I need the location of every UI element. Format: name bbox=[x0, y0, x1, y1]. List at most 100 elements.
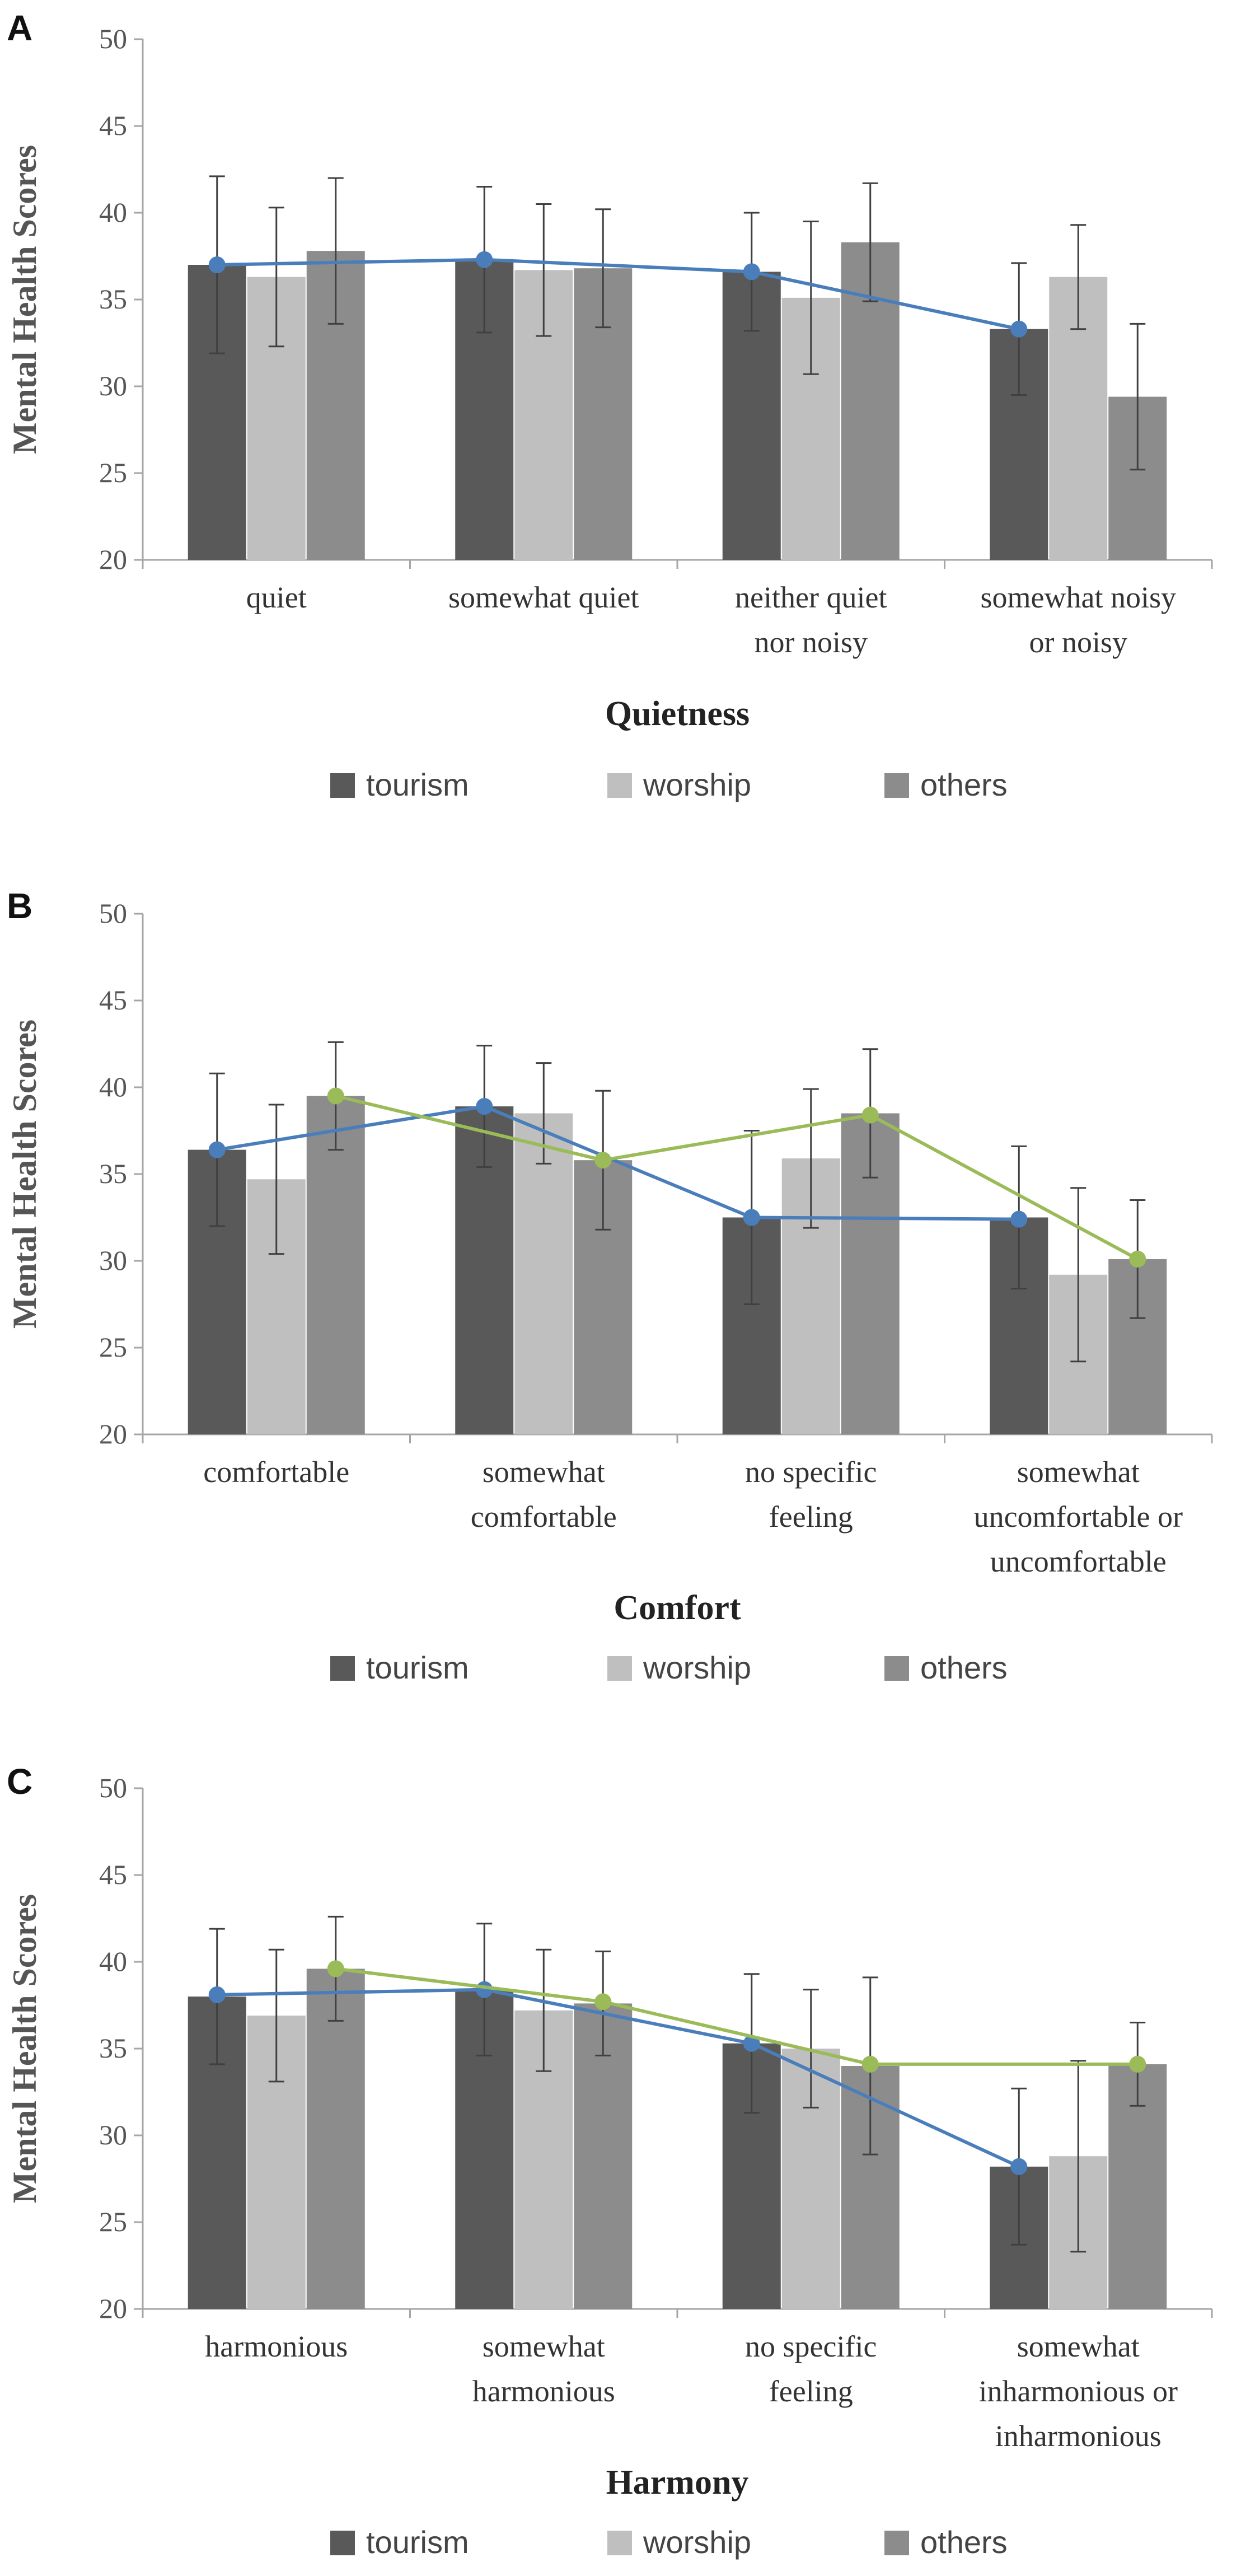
trend-line-green bbox=[335, 1094, 1139, 1261]
y-tick-label: 35 bbox=[99, 283, 127, 315]
trend-point-green bbox=[1129, 2055, 1146, 2073]
y-tick-label: 35 bbox=[99, 2032, 127, 2064]
trend-point-blue bbox=[476, 1981, 493, 1998]
y-axis-title: Mental Health Scores bbox=[6, 1894, 43, 2203]
y-tick-label: 20 bbox=[99, 544, 127, 575]
legend-label-tourism: tourism bbox=[366, 1650, 469, 1685]
panel-b: B 20 25 30 35 40 45 50 comfortable somewhat comfo… bbox=[6, 886, 1213, 1685]
y-axis-title: Mental Health Scores bbox=[6, 1020, 43, 1329]
category-label: feeling bbox=[769, 2374, 853, 2408]
y-tick-label: 40 bbox=[99, 1071, 127, 1102]
category-label: inharmonious bbox=[995, 2419, 1162, 2453]
legend-swatch-tourism bbox=[330, 2531, 355, 2555]
y-tick-label: 30 bbox=[99, 1245, 127, 1276]
trend-point-green bbox=[594, 1993, 612, 2011]
category-label: feeling bbox=[769, 1500, 853, 1534]
trend-line-blue bbox=[217, 1988, 1020, 2168]
legend-label-others: others bbox=[920, 2524, 1008, 2560]
legend-swatch-tourism bbox=[330, 1656, 355, 1681]
y-tick-label: 30 bbox=[99, 370, 127, 401]
y-tick-label: 50 bbox=[99, 23, 127, 54]
category-label: somewhat bbox=[1017, 2330, 1140, 2363]
category-label: somewhat bbox=[483, 1455, 605, 1489]
x-axis-title: Harmony bbox=[606, 2463, 749, 2502]
category-label: somewhat noisy bbox=[981, 581, 1176, 614]
category-label: comfortable bbox=[471, 1500, 617, 1534]
legend-label-others: others bbox=[920, 1650, 1008, 1685]
category-label: neither quiet bbox=[735, 581, 887, 614]
trend-point-blue bbox=[208, 1986, 226, 2003]
y-tick-label: 40 bbox=[99, 197, 127, 228]
panel-letter: A bbox=[7, 8, 32, 48]
trend-point-blue bbox=[476, 1098, 493, 1115]
trend-point-green bbox=[1129, 1250, 1146, 1268]
category-label: somewhat bbox=[483, 2330, 605, 2363]
panel-letter: C bbox=[7, 1761, 32, 1802]
trend-line-blue bbox=[217, 258, 1019, 331]
category-label: harmonious bbox=[205, 2330, 348, 2363]
legend-swatch-tourism bbox=[330, 773, 355, 798]
trend-point-blue bbox=[208, 256, 226, 273]
trend-point-green bbox=[861, 2055, 879, 2073]
x-axis-title: Quietness bbox=[605, 695, 750, 733]
y-tick-label: 45 bbox=[99, 984, 127, 1016]
legend-label-others: others bbox=[920, 767, 1008, 802]
y-tick-label: 25 bbox=[99, 457, 127, 488]
bar-others bbox=[306, 1969, 365, 2309]
legend-swatch-worship bbox=[607, 1656, 632, 1681]
trend-point-blue bbox=[1010, 2158, 1028, 2175]
trend-point-green bbox=[327, 1087, 344, 1105]
panel-letter: B bbox=[7, 886, 32, 926]
trend-point-blue bbox=[208, 1141, 226, 1158]
trend-line-green bbox=[335, 1967, 1138, 2066]
y-tick-label: 30 bbox=[99, 2119, 127, 2150]
y-tick-label: 50 bbox=[99, 897, 127, 929]
legend-label-worship: worship bbox=[643, 767, 751, 802]
category-label: uncomfortable or bbox=[974, 1500, 1183, 1534]
legend-label-tourism: tourism bbox=[366, 2524, 469, 2560]
trend-point-blue bbox=[743, 1209, 760, 1226]
bar-others bbox=[306, 1096, 365, 1434]
legend-swatch-worship bbox=[607, 773, 632, 798]
y-tick-label: 40 bbox=[99, 1946, 127, 1977]
trend-point-green bbox=[594, 1152, 612, 1169]
legend-label-worship: worship bbox=[643, 2524, 751, 2560]
category-label: somewhat bbox=[1017, 1455, 1140, 1489]
trend-point-blue bbox=[743, 263, 760, 280]
y-tick-label: 35 bbox=[99, 1158, 127, 1189]
y-tick-label: 45 bbox=[99, 110, 127, 141]
x-axis-title: Comfort bbox=[614, 1589, 741, 1627]
legend-swatch-others bbox=[884, 1656, 909, 1681]
category-label: nor noisy bbox=[755, 625, 868, 659]
trend-point-blue bbox=[1010, 320, 1028, 338]
y-tick-label: 50 bbox=[99, 1772, 127, 1803]
trend-point-blue bbox=[476, 251, 493, 268]
panel-a: A 20 25 30 35 40 45 50 quiet somewhat quiet neith… bbox=[6, 8, 1213, 802]
category-label: quiet bbox=[246, 581, 307, 614]
y-tick-label: 45 bbox=[99, 1859, 127, 1890]
category-label: comfortable bbox=[203, 1455, 349, 1489]
category-label: no specific bbox=[745, 2330, 877, 2363]
y-tick-label: 25 bbox=[99, 2206, 127, 2237]
legend-swatch-others bbox=[884, 773, 909, 798]
y-tick-label: 20 bbox=[99, 2293, 127, 2324]
legend-swatch-worship bbox=[607, 2531, 632, 2555]
y-axis-title: Mental Health Scores bbox=[6, 145, 43, 454]
legend-label-worship: worship bbox=[643, 1650, 751, 1685]
panel-c: C 20 25 30 35 40 45 50 harmonious somewhat harmon… bbox=[6, 1761, 1213, 2560]
trend-point-green bbox=[327, 1960, 344, 1977]
category-label: no specific bbox=[745, 1455, 877, 1489]
y-tick-label: 25 bbox=[99, 1331, 127, 1363]
legend-swatch-others bbox=[884, 2531, 909, 2555]
bar-worship bbox=[514, 1113, 573, 1434]
category-label: harmonious bbox=[472, 2374, 615, 2408]
trend-point-blue bbox=[1010, 1210, 1028, 1228]
legend-label-tourism: tourism bbox=[366, 767, 469, 802]
trend-point-blue bbox=[743, 2035, 760, 2052]
category-label: inharmonious or bbox=[979, 2374, 1178, 2408]
trend-point-green bbox=[861, 1106, 879, 1124]
category-label: or noisy bbox=[1029, 625, 1128, 659]
y-tick-label: 20 bbox=[99, 1418, 127, 1450]
category-label: somewhat quiet bbox=[448, 581, 639, 614]
